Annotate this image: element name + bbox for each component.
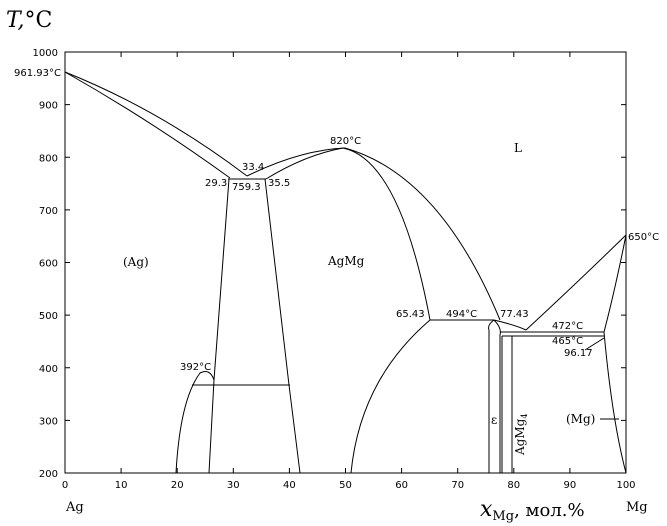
eutectic1-temp-label: 759.3 <box>232 182 261 193</box>
ag-liquidus <box>64 71 248 177</box>
agmg-phase-label: AgMg <box>327 254 365 268</box>
peritectoid-392-label: 392°C <box>180 362 211 373</box>
ag-solidus <box>64 71 231 179</box>
agmg-left-boundary <box>264 178 301 474</box>
mg-solidus <box>603 234 627 333</box>
eutectic1-mid-label: 33.4 <box>242 162 264 173</box>
mg-solvus <box>603 331 627 474</box>
eutectic3-comp-label: 96.17 <box>564 348 593 359</box>
x-tick-label: 0 <box>62 480 68 491</box>
y-tick-label: 300 <box>39 416 58 427</box>
agmg-liquidus-right <box>344 147 501 321</box>
liquid-phase-label: L <box>514 141 522 155</box>
eutectic2-temp-label: 494°C <box>446 309 477 320</box>
mg-liquidus <box>525 234 627 331</box>
x-tick-label: 80 <box>507 480 520 491</box>
epsilon-phase-label: ε <box>491 413 497 427</box>
y-tick-label: 900 <box>39 101 58 112</box>
arrow-96 <box>584 337 605 351</box>
y-tick-label: 800 <box>39 153 58 164</box>
x-axis-ticks: 0 10 20 30 40 50 60 70 80 90 100 <box>62 52 636 491</box>
y-axis-title: T,°C <box>6 8 52 33</box>
ag-solvus <box>208 178 230 474</box>
epsilon-right <box>493 319 501 473</box>
x-tick-label: 100 <box>616 480 635 491</box>
y-tick-label: 1000 <box>33 48 58 59</box>
y-tick-label: 600 <box>39 259 58 270</box>
y-tick-label: 700 <box>39 206 58 217</box>
y-axis-ticks: 200 300 400 500 600 700 800 900 1000 <box>33 48 626 480</box>
ag-melting-point-label: 961.93°C <box>14 68 61 79</box>
x-tick-label: 70 <box>451 480 464 491</box>
x-tick-label: 40 <box>283 480 296 491</box>
dome-392 <box>175 371 215 474</box>
agmg-solidus-right <box>342 147 431 321</box>
ag-solid-phase-label: (Ag) <box>123 255 149 269</box>
x-tick-label: 50 <box>339 480 352 491</box>
eutectic1-right-label: 35.5 <box>268 178 290 189</box>
agmg-liquidus-left <box>246 147 346 177</box>
epsilon-left <box>488 319 495 473</box>
y-tick-label: 400 <box>39 364 58 375</box>
x-right-element-label: Mg <box>626 500 648 515</box>
y-tick-label: 200 <box>39 469 58 480</box>
x-left-element-label: Ag <box>65 500 84 515</box>
eutectic3-lower-label: 465°C <box>552 336 583 347</box>
x-tick-label: 30 <box>227 480 240 491</box>
x-tick-label: 20 <box>171 480 184 491</box>
liquidus-to-77 <box>493 319 527 331</box>
eutectic3-temp-label: 472°C <box>552 321 583 332</box>
phase-boundaries <box>64 71 627 474</box>
agmg-solidus-left <box>265 147 344 180</box>
x-axis-title: xMg, мол.% <box>480 497 585 524</box>
agmg-right-boundary <box>350 319 431 474</box>
eutectic2-right-label: 77.43 <box>500 309 529 320</box>
eutectic1-left-label: 29.3 <box>205 178 227 189</box>
y-tick-label: 500 <box>39 311 58 322</box>
agmg4-phase-label: AgMg4 <box>513 414 529 456</box>
eutectic2-left-label: 65.43 <box>396 309 425 320</box>
mg-melting-label: 650°C <box>628 232 659 243</box>
x-tick-label: 10 <box>115 480 128 491</box>
agmg-melting-label: 820°C <box>330 136 361 147</box>
x-tick-label: 60 <box>395 480 408 491</box>
x-tick-label: 90 <box>564 480 577 491</box>
mg-solid-phase-label: (Mg) <box>566 412 595 426</box>
